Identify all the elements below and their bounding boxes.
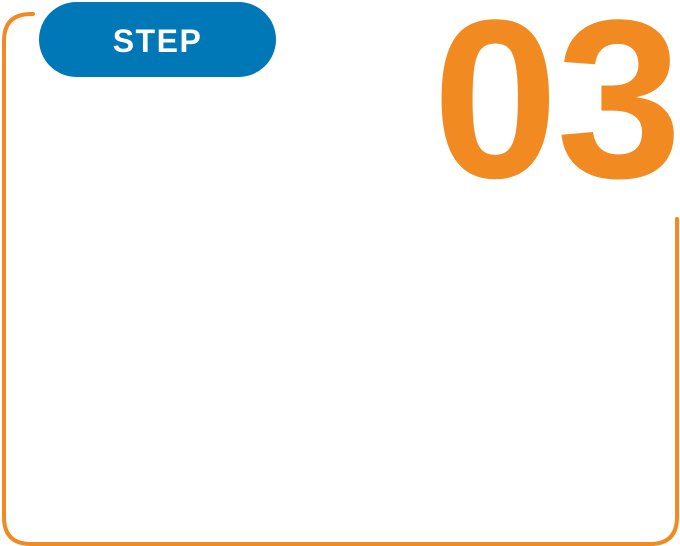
step-label: STEP <box>112 22 203 59</box>
step-badge: STEP <box>39 2 276 77</box>
step-number: 03 <box>432 0 680 225</box>
